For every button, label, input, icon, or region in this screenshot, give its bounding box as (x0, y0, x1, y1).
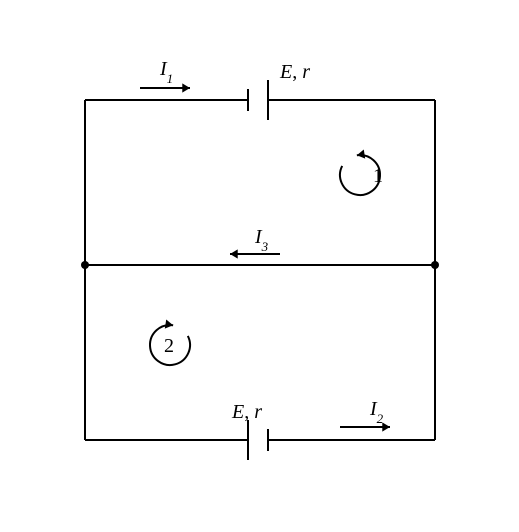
node-right (431, 261, 439, 269)
loop-2-label: 2 (164, 335, 174, 357)
current-i2: I2 (369, 398, 384, 426)
source-bot-label: E, r (231, 401, 262, 423)
circuit-diagram: I1 I2 I3 E, r E, r 1 2 (0, 0, 519, 532)
current-i1: I1 (159, 58, 173, 86)
node-left (81, 261, 89, 269)
loop-1-label: 1 (373, 165, 383, 187)
source-top-label: E, r (279, 61, 310, 83)
current-i3: I3 (254, 226, 269, 254)
